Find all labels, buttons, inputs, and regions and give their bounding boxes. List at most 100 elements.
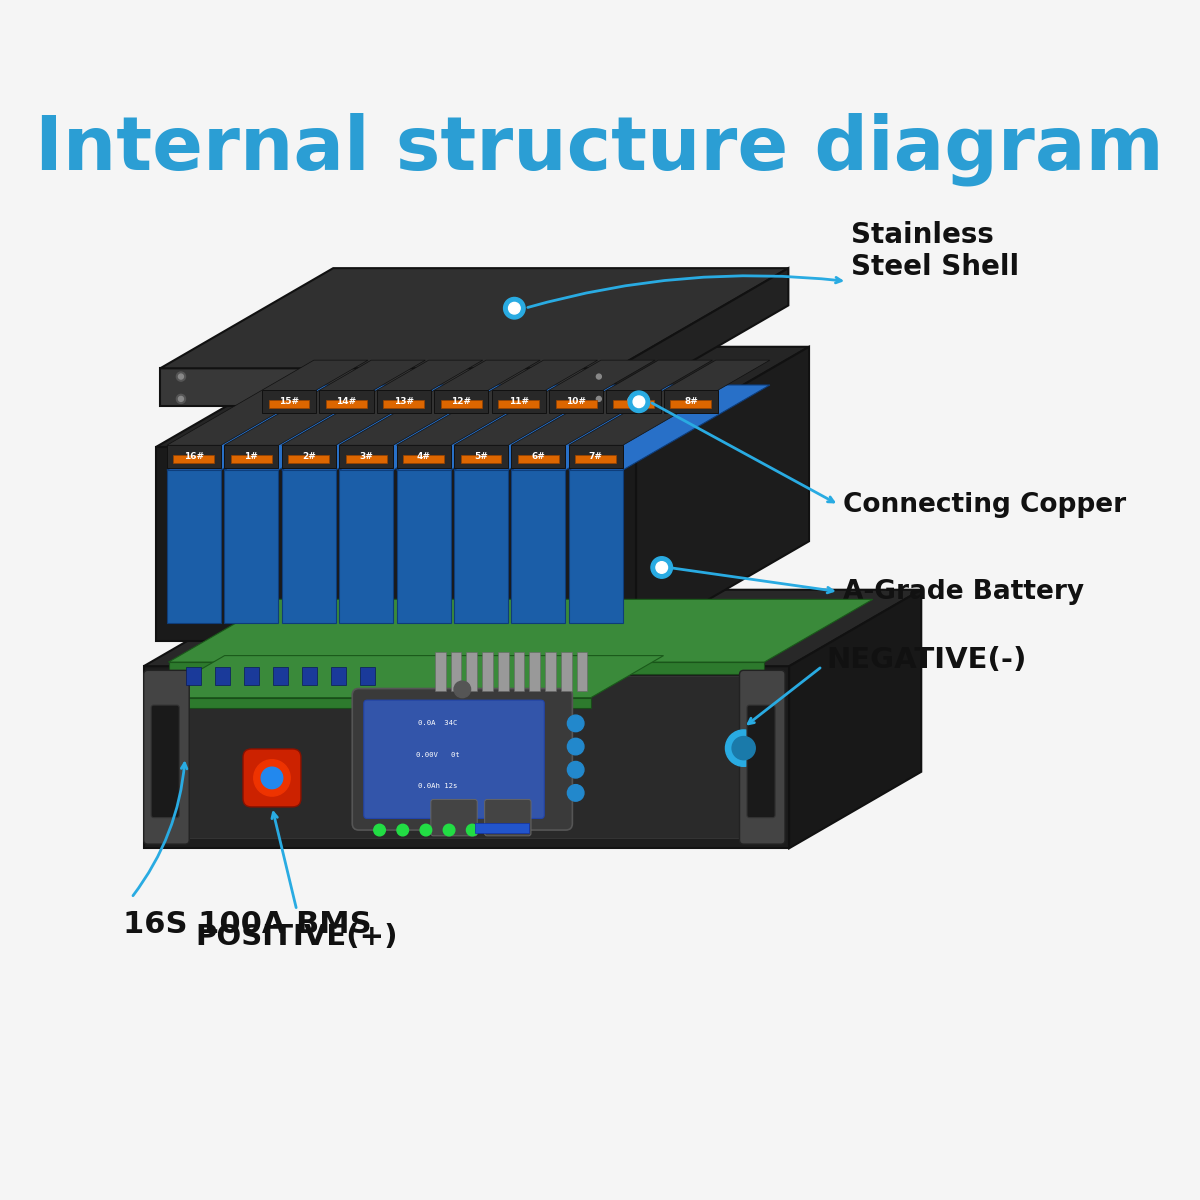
FancyBboxPatch shape (746, 706, 775, 817)
Bar (671, 400, 712, 408)
Bar (403, 455, 444, 463)
Circle shape (179, 396, 184, 401)
Circle shape (246, 751, 299, 804)
Text: 0.00V   0t: 0.00V 0t (415, 752, 460, 758)
Polygon shape (168, 599, 872, 662)
Circle shape (262, 767, 283, 788)
Polygon shape (790, 589, 922, 848)
FancyBboxPatch shape (353, 689, 572, 830)
Polygon shape (144, 589, 922, 666)
Circle shape (373, 824, 385, 836)
Circle shape (179, 374, 184, 379)
Text: 5#: 5# (474, 452, 488, 461)
Polygon shape (224, 445, 278, 468)
Circle shape (568, 785, 584, 802)
Polygon shape (454, 445, 508, 468)
Circle shape (568, 738, 584, 755)
Text: 13#: 13# (394, 397, 414, 407)
Text: A-Grade Battery: A-Grade Battery (842, 578, 1084, 605)
Circle shape (504, 298, 526, 319)
Bar (560, 652, 571, 691)
Polygon shape (319, 390, 373, 413)
Circle shape (628, 391, 649, 413)
Polygon shape (282, 445, 336, 468)
Bar (302, 667, 317, 685)
FancyBboxPatch shape (144, 671, 190, 844)
Text: 7#: 7# (589, 452, 602, 461)
Bar (154, 676, 779, 839)
Bar (360, 667, 374, 685)
Polygon shape (569, 445, 623, 468)
Text: 11#: 11# (509, 397, 529, 407)
Bar (215, 667, 230, 685)
Polygon shape (282, 385, 482, 470)
Polygon shape (616, 268, 788, 406)
Polygon shape (161, 268, 788, 368)
Polygon shape (224, 360, 425, 445)
Polygon shape (396, 445, 451, 468)
Bar (440, 400, 481, 408)
Circle shape (176, 372, 186, 382)
Polygon shape (569, 470, 623, 623)
Bar (575, 455, 617, 463)
Polygon shape (152, 655, 664, 697)
Bar (274, 667, 288, 685)
Bar (174, 455, 215, 463)
Polygon shape (606, 390, 660, 413)
Text: Internal structure diagram: Internal structure diagram (35, 113, 1163, 186)
Circle shape (596, 396, 601, 401)
Polygon shape (167, 385, 368, 470)
Polygon shape (454, 470, 508, 623)
Circle shape (509, 302, 520, 314)
Text: 12#: 12# (451, 397, 472, 407)
Circle shape (726, 730, 762, 767)
Text: 10#: 10# (566, 397, 586, 407)
Text: 1#: 1# (245, 452, 258, 461)
Bar (576, 652, 587, 691)
Circle shape (568, 715, 584, 732)
Circle shape (443, 824, 455, 836)
Bar (244, 667, 259, 685)
Text: Stainless
Steel Shell: Stainless Steel Shell (851, 221, 1019, 281)
Polygon shape (511, 470, 565, 623)
Polygon shape (156, 446, 636, 641)
Bar (436, 652, 445, 691)
Polygon shape (262, 390, 316, 413)
Text: 16#: 16# (184, 452, 204, 461)
FancyBboxPatch shape (739, 671, 785, 844)
Polygon shape (636, 347, 809, 641)
FancyBboxPatch shape (364, 700, 545, 818)
Text: 6#: 6# (532, 452, 545, 461)
Polygon shape (152, 697, 590, 708)
Circle shape (420, 824, 432, 836)
Bar (475, 823, 528, 833)
Bar (498, 652, 509, 691)
Circle shape (656, 562, 667, 574)
Polygon shape (224, 470, 278, 623)
Polygon shape (167, 470, 221, 623)
Polygon shape (282, 470, 336, 623)
Text: Connecting Copper: Connecting Copper (842, 492, 1126, 518)
FancyBboxPatch shape (151, 706, 179, 817)
Polygon shape (454, 360, 655, 445)
Bar (230, 455, 271, 463)
Circle shape (596, 374, 601, 379)
Text: 0.0A  34C: 0.0A 34C (418, 720, 457, 726)
Polygon shape (550, 390, 604, 413)
Bar (529, 652, 540, 691)
Polygon shape (396, 360, 598, 445)
Bar (269, 400, 310, 408)
Polygon shape (340, 445, 394, 468)
Bar (331, 667, 346, 685)
Polygon shape (282, 360, 482, 445)
Bar (346, 455, 386, 463)
Polygon shape (511, 445, 565, 468)
Bar (467, 652, 478, 691)
Bar (186, 667, 202, 685)
Bar (498, 400, 539, 408)
Polygon shape (511, 385, 713, 470)
Text: 8#: 8# (684, 397, 697, 407)
Text: 4#: 4# (416, 452, 431, 461)
Circle shape (650, 557, 672, 578)
Text: 16S 100A BMS: 16S 100A BMS (124, 911, 372, 940)
